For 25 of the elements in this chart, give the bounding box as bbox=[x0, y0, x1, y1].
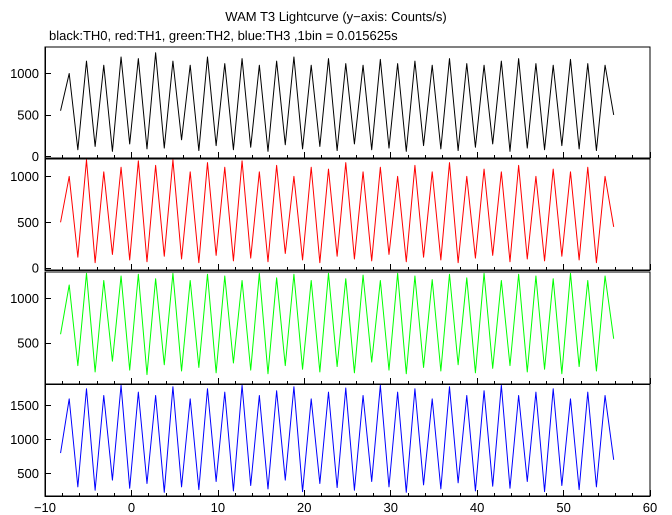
y-tick-label: 1500 bbox=[10, 398, 39, 414]
x-tick-label: 10 bbox=[210, 500, 226, 515]
y-tick-label: 500 bbox=[17, 107, 39, 122]
y-tick-label: 500 bbox=[17, 214, 39, 230]
y-tick-label: 500 bbox=[17, 336, 39, 351]
x-tick-label: 60 bbox=[642, 500, 658, 515]
line-series bbox=[60, 272, 614, 376]
y-tick-label: 1000 bbox=[10, 432, 39, 447]
x-tick-label: 50 bbox=[556, 500, 571, 515]
x-tick-label: −10 bbox=[34, 500, 56, 515]
y-tick-label: 500 bbox=[17, 466, 39, 481]
chart-title: WAM T3 Lightcurve (y−axis: Counts/s) bbox=[225, 9, 447, 24]
y-tick-label: 0 bbox=[32, 260, 39, 276]
x-tick-label: 0 bbox=[128, 500, 136, 515]
y-tick-label: 1000 bbox=[10, 290, 39, 306]
x-tick-label: 20 bbox=[297, 500, 312, 515]
chart-subtitle: black:TH0, red:TH1, green:TH2, blue:TH3 ,1bin = 0.015625s bbox=[49, 28, 398, 43]
x-tick-label: 30 bbox=[383, 500, 398, 515]
y-tick-label: 1000 bbox=[10, 168, 39, 184]
y-tick-label: 1000 bbox=[10, 66, 39, 82]
x-tick-label: 40 bbox=[470, 500, 484, 515]
line-series bbox=[60, 159, 614, 264]
line-series bbox=[60, 52, 614, 152]
y-tick-label: 0 bbox=[32, 148, 39, 164]
line-series bbox=[60, 384, 614, 493]
